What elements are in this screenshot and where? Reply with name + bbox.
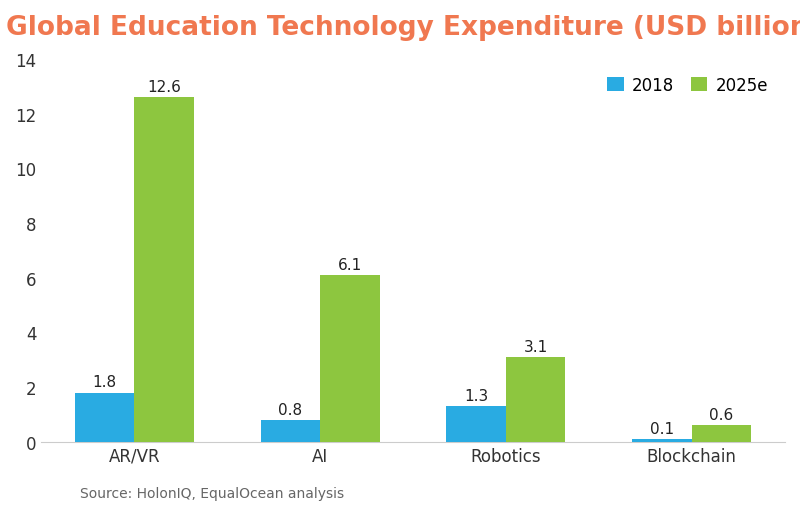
Text: Source: HolonIQ, EqualOcean analysis: Source: HolonIQ, EqualOcean analysis — [80, 486, 344, 500]
Bar — [261, 420, 320, 442]
Bar — [75, 393, 134, 442]
Text: 6.1: 6.1 — [338, 257, 362, 272]
Text: 0.1: 0.1 — [650, 421, 674, 436]
Text: 3.1: 3.1 — [523, 339, 548, 354]
Text: 0.6: 0.6 — [710, 408, 734, 422]
Bar — [446, 407, 506, 442]
Text: 12.6: 12.6 — [147, 80, 181, 95]
Title: Global Education Technology Expenditure (USD billion): Global Education Technology Expenditure … — [6, 15, 800, 41]
Text: 0.8: 0.8 — [278, 402, 302, 417]
Text: 1.3: 1.3 — [464, 388, 488, 403]
Legend: 2018, 2025e: 2018, 2025e — [598, 68, 777, 103]
Bar — [692, 426, 751, 442]
Bar — [632, 439, 692, 442]
Bar — [134, 98, 194, 442]
Bar — [320, 276, 380, 442]
Bar — [506, 358, 566, 442]
Text: 1.8: 1.8 — [93, 375, 117, 389]
